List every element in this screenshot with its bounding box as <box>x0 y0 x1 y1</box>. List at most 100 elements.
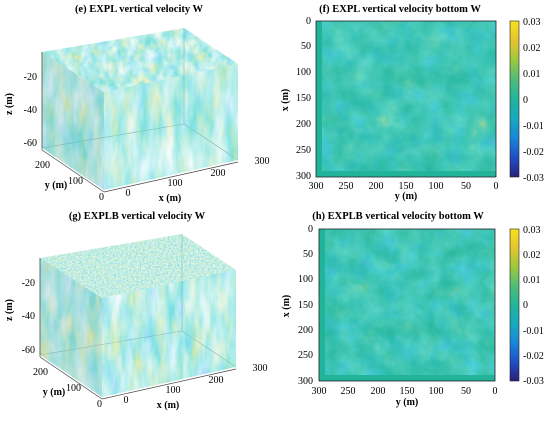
panel-h-x-tick: 300 <box>312 386 327 397</box>
panel-g-xlabel: x (m) <box>157 400 180 411</box>
panel-h-cb-tick: -0.02 <box>523 351 544 362</box>
panel-e-x-tick: 300 <box>255 156 270 167</box>
panel-e-z-tick: -20 <box>24 72 37 83</box>
panel-f-x-axis: 300 250 200 150 100 50 0 y (m) <box>309 181 499 202</box>
panel-h-y-tick: 50 <box>303 249 313 260</box>
panel-e-x-axis: 0 100 200 300 x (m) <box>103 156 270 204</box>
panel-f-y-tick: 50 <box>301 41 311 52</box>
panel-h-ylabel: x (m) <box>281 295 292 318</box>
panel-g-cube <box>40 234 236 397</box>
panel-e-y-tick: 100 <box>68 176 83 187</box>
panel-f-y-tick: 300 <box>296 171 311 182</box>
panel-e-x-tick: 200 <box>211 168 226 179</box>
panel-h-y-tick: 0 <box>308 224 313 235</box>
panel-f-ylabel: x (m) <box>280 89 291 112</box>
panel-e-x-tick: 100 <box>168 178 183 189</box>
panel-h-cb-tick: -0.01 <box>523 326 544 337</box>
panel-f-xlabel: y (m) <box>395 191 418 202</box>
panel-g-y-axis: 200 100 0 y (m) <box>33 356 103 410</box>
panel-f: (f) EXPL vertical velocity bottom W 0 50… <box>280 4 544 202</box>
panel-f-y-tick: 150 <box>296 93 311 104</box>
panel-f-x-tick: 100 <box>429 181 444 192</box>
panel-h-colorbar: 0.03 0.02 0.01 0 -0.01 -0.02 -0.03 <box>509 225 544 387</box>
panel-h-y-tick: 200 <box>298 325 313 336</box>
panel-h-colorbar-bar <box>509 228 520 382</box>
panel-f-y-axis: 0 50 100 150 200 250 300 x (m) <box>280 16 311 182</box>
panel-h-cb-tick: 0.01 <box>523 275 541 286</box>
panel-h-axes-box <box>318 228 496 382</box>
panel-f-axes-box <box>315 20 497 178</box>
panel-f-cb-tick: 0 <box>523 95 528 106</box>
panel-f-x-tick: 50 <box>461 181 471 192</box>
panel-f-cb-tick: -0.01 <box>523 121 544 132</box>
panel-h-x-tick: 200 <box>371 386 386 397</box>
panel-g-ylabel: y (m) <box>43 387 66 398</box>
panel-f-colorbar: 0.03 0.02 0.01 0 -0.01 -0.02 -0.03 <box>509 17 544 184</box>
panel-g-x-tick: 0 <box>124 395 129 406</box>
panel-e-y-axis: 200 100 0 y (m) <box>35 149 105 203</box>
panel-h-y-axis: 0 50 100 150 200 250 300 x (m) <box>281 224 313 387</box>
panel-f-cb-tick: 0.02 <box>523 43 541 54</box>
panel-h-y-tick: 100 <box>298 274 313 285</box>
panel-f-x-tick: 250 <box>339 181 354 192</box>
panel-g-y-tick: 200 <box>33 367 48 378</box>
panel-e-y-tick: 0 <box>99 192 104 203</box>
panel-h: (h) EXPLB vertical velocity bottom W 0 5… <box>281 211 544 408</box>
panel-h-xlabel: y (m) <box>396 397 419 408</box>
panel-g-x-axis: 0 100 200 300 x (m) <box>101 363 268 411</box>
panel-h-y-tick: 300 <box>298 376 313 387</box>
panel-f-heatmap <box>322 21 496 171</box>
panel-g-x-tick: 100 <box>166 385 181 396</box>
panel-e-xlabel: x (m) <box>159 193 182 204</box>
panel-e-title: (e) EXPL vertical velocity W <box>75 4 204 15</box>
panel-g-y-tick: 0 <box>97 399 102 410</box>
panel-e-ylabel: y (m) <box>45 180 68 191</box>
panel-h-y-tick: 250 <box>298 350 313 361</box>
panel-g-z-axis: -20 -40 -60 z (m) <box>4 258 41 357</box>
panel-e-zlabel: z (m) <box>4 93 15 115</box>
panel-g-z-tick: -20 <box>22 278 35 289</box>
panel-f-y-tick: 100 <box>296 67 311 78</box>
panel-h-x-tick: 150 <box>400 386 415 397</box>
panel-f-y-tick: 200 <box>296 119 311 130</box>
panel-h-title: (h) EXPLB vertical velocity bottom W <box>312 211 484 222</box>
panel-g-y-tick: 100 <box>66 383 81 394</box>
panel-f-cb-tick: 0.03 <box>523 17 541 28</box>
panel-h-cb-tick: 0.03 <box>523 225 541 236</box>
panel-h-x-tick: 100 <box>429 386 444 397</box>
panel-e-z-axis: -20 -40 -60 z (m) <box>4 52 43 150</box>
panel-h-heatmap <box>325 229 495 375</box>
panel-g-zlabel: z (m) <box>4 299 15 321</box>
panel-g-z-tick: -40 <box>22 311 35 322</box>
panel-h-cb-tick: 0.02 <box>523 250 541 261</box>
panel-g-x-tick: 300 <box>253 363 268 374</box>
panel-f-y-tick: 0 <box>306 16 311 27</box>
panel-f-x-tick: 150 <box>399 181 414 192</box>
panel-g-z-tick: -60 <box>22 345 35 356</box>
panel-h-cb-tick: 0 <box>523 300 528 311</box>
panel-g: (g) EXPLB vertical velocity W -20 -40 -6… <box>4 211 268 411</box>
panel-h-x-tick: 250 <box>341 386 356 397</box>
panel-f-cb-tick: 0.01 <box>523 69 541 80</box>
panel-f-title: (f) EXPL vertical velocity bottom W <box>319 4 481 15</box>
panel-e-z-tick: -60 <box>24 138 37 149</box>
panel-e-x-tick: 0 <box>126 188 131 199</box>
panel-e: (e) EXPL vertical velocity W -20 -40 -60… <box>4 4 270 204</box>
panel-f-cb-tick: -0.03 <box>523 173 544 184</box>
panel-f-y-tick: 250 <box>296 145 311 156</box>
panel-h-y-tick: 150 <box>298 300 313 311</box>
panel-g-x-tick: 200 <box>209 375 224 386</box>
panel-h-cb-tick: -0.03 <box>523 376 544 387</box>
panel-f-x-tick: 300 <box>309 181 324 192</box>
panel-h-x-tick: 50 <box>461 386 471 397</box>
panel-f-cb-tick: -0.02 <box>523 147 544 158</box>
panel-h-x-tick: 0 <box>493 386 498 397</box>
panel-f-x-tick: 200 <box>369 181 384 192</box>
panel-e-z-tick: -40 <box>24 105 37 116</box>
panel-e-y-tick: 200 <box>35 160 50 171</box>
panel-f-colorbar-bar <box>509 20 520 178</box>
panel-g-title: (g) EXPLB vertical velocity W <box>69 211 206 222</box>
panel-h-x-axis: 300 250 200 150 100 50 0 y (m) <box>312 386 498 408</box>
panel-f-x-tick: 0 <box>494 181 499 192</box>
